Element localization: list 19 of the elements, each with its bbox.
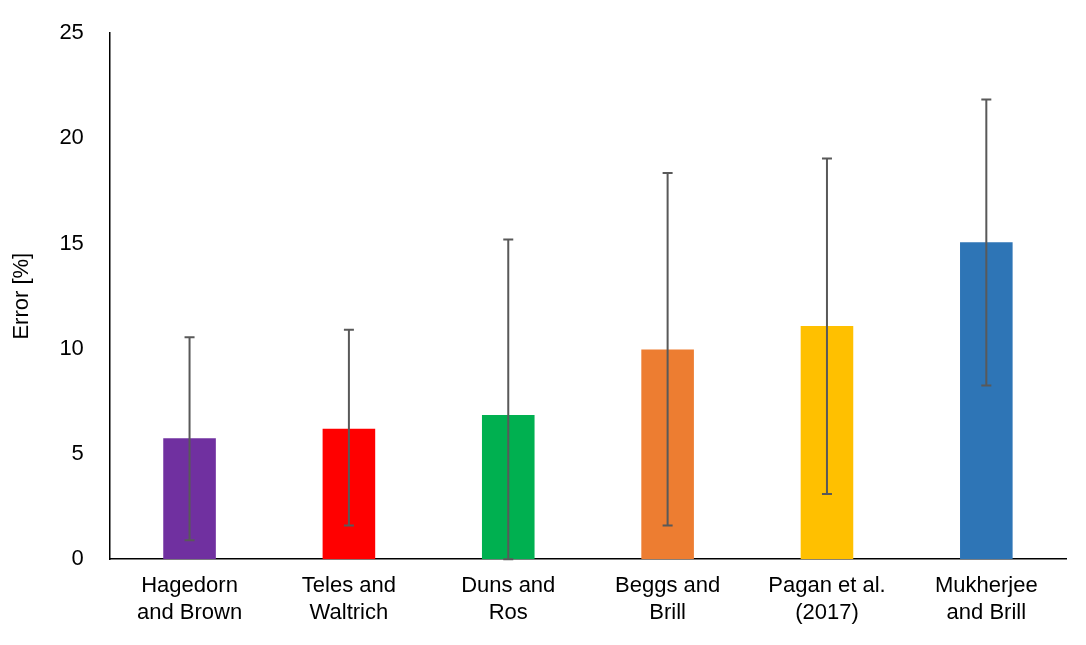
bar — [481, 415, 535, 560]
y-tick-label: 0 — [71, 545, 84, 571]
bar — [960, 242, 1013, 560]
y-axis-title: Error [%] — [8, 252, 34, 340]
y-tick-label: 20 — [59, 124, 84, 150]
y-tick-label: 10 — [59, 334, 84, 360]
y-tick-label: 5 — [71, 440, 84, 466]
x-tick-label: Hagedorn and Brown — [136, 572, 243, 624]
x-tick-label: Duns and Ros — [461, 572, 556, 624]
x-tick-label: Teles and Waltrich — [301, 572, 396, 624]
bar — [641, 349, 694, 560]
x-tick-label: Pagan et al. (2017) — [768, 572, 886, 624]
bar — [322, 428, 376, 560]
bar — [800, 326, 854, 560]
x-tick-label: Mukherjee and Brill — [934, 572, 1038, 624]
bar — [163, 438, 216, 560]
y-tick-label: 25 — [59, 19, 84, 45]
y-tick-label: 15 — [59, 229, 84, 255]
x-tick-label: Beggs and Brill — [615, 572, 721, 624]
